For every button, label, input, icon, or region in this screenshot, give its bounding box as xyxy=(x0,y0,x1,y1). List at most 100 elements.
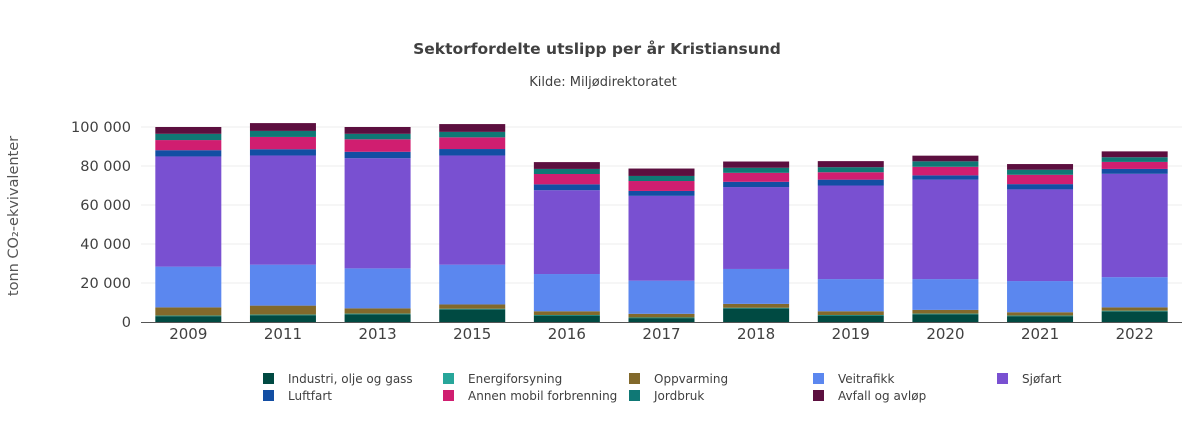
bar-segment[interactable] xyxy=(533,173,600,185)
bar-segment[interactable] xyxy=(249,315,316,322)
bar-segment[interactable] xyxy=(155,133,222,141)
bar-segment[interactable] xyxy=(912,166,979,176)
bar-segment[interactable] xyxy=(817,161,884,168)
legend-item[interactable]: Industri, olje og gass xyxy=(263,372,413,386)
bar-segment[interactable] xyxy=(723,268,790,304)
bar-segment[interactable] xyxy=(817,311,884,315)
bar-segment[interactable] xyxy=(1101,173,1168,278)
bar-segment[interactable] xyxy=(439,155,506,265)
bar-segment[interactable] xyxy=(344,314,411,322)
bar-segment[interactable] xyxy=(439,131,506,138)
bar-segment[interactable] xyxy=(817,315,884,322)
bar-segment[interactable] xyxy=(628,313,695,318)
legend-item[interactable]: Jordbruk xyxy=(629,389,704,403)
bar-segment[interactable] xyxy=(628,175,695,182)
bar-segment[interactable] xyxy=(1101,168,1168,174)
bar-segment[interactable] xyxy=(533,184,600,191)
bar-segment[interactable] xyxy=(533,168,600,174)
bar-segment[interactable] xyxy=(1101,151,1168,158)
legend-item[interactable]: Energiforsyning xyxy=(443,372,562,386)
bar-segment[interactable] xyxy=(817,185,884,280)
bar-segment[interactable] xyxy=(249,136,316,150)
bar-segment[interactable] xyxy=(628,181,695,191)
legend-item[interactable]: Veitrafikk xyxy=(813,372,894,386)
bar-segment[interactable] xyxy=(628,317,695,319)
bar-segment[interactable] xyxy=(1007,174,1074,185)
bar-segment[interactable] xyxy=(439,264,506,305)
bar-segment[interactable] xyxy=(249,123,316,131)
bar-segment[interactable] xyxy=(155,150,222,157)
bar-segment[interactable] xyxy=(439,309,506,322)
bar-segment[interactable] xyxy=(533,315,600,322)
legend-item[interactable]: Annen mobil forbrenning xyxy=(443,389,617,403)
bar-segment[interactable] xyxy=(249,149,316,156)
bar-segment[interactable] xyxy=(155,140,222,151)
bar-segment[interactable] xyxy=(155,266,222,308)
legend-item[interactable]: Luftfart xyxy=(263,389,332,403)
bar-segment[interactable] xyxy=(1101,311,1168,322)
bar-segment[interactable] xyxy=(344,139,411,152)
bar-segment[interactable] xyxy=(1007,164,1074,170)
bar-segment[interactable] xyxy=(344,151,411,159)
bar-segment[interactable] xyxy=(628,168,695,176)
bar-segment[interactable] xyxy=(1101,161,1168,169)
bar-segment[interactable] xyxy=(1007,312,1074,316)
bar-segment[interactable] xyxy=(723,187,790,269)
bar-segment[interactable] xyxy=(817,279,884,312)
legend-item[interactable]: Avfall og avløp xyxy=(813,389,926,403)
legend-item[interactable]: Oppvarming xyxy=(629,372,728,386)
bar-segment[interactable] xyxy=(533,314,600,316)
bar-segment[interactable] xyxy=(912,175,979,180)
bar-segment[interactable] xyxy=(439,124,506,132)
bar-segment[interactable] xyxy=(723,172,790,182)
bar-segment[interactable] xyxy=(1101,307,1168,311)
bar-segment[interactable] xyxy=(1007,169,1074,175)
bar-segment[interactable] xyxy=(249,130,316,137)
bar-segment[interactable] xyxy=(912,179,979,280)
bar-segment[interactable] xyxy=(628,195,695,281)
bar-segment[interactable] xyxy=(439,308,506,310)
bar-segment[interactable] xyxy=(344,308,411,314)
bar-segment[interactable] xyxy=(817,314,884,316)
bar-segment[interactable] xyxy=(628,280,695,314)
bar-segment[interactable] xyxy=(155,127,222,134)
bar-segment[interactable] xyxy=(155,307,222,316)
bar-segment[interactable] xyxy=(817,167,884,173)
bar-segment[interactable] xyxy=(344,127,411,134)
bar-segment[interactable] xyxy=(533,274,600,312)
bar-segment[interactable] xyxy=(912,279,979,310)
bar-segment[interactable] xyxy=(439,304,506,309)
bar-segment[interactable] xyxy=(439,149,506,156)
bar-segment[interactable] xyxy=(1007,316,1074,322)
bar-segment[interactable] xyxy=(533,190,600,275)
bar-segment[interactable] xyxy=(817,179,884,186)
bar-segment[interactable] xyxy=(344,268,411,309)
bar-segment[interactable] xyxy=(1101,310,1168,312)
bar-segment[interactable] xyxy=(249,155,316,265)
bar-segment[interactable] xyxy=(344,158,411,269)
bar-segment[interactable] xyxy=(439,137,506,150)
bar-segment[interactable] xyxy=(249,305,316,315)
bar-segment[interactable] xyxy=(912,309,979,314)
bar-segment[interactable] xyxy=(723,308,790,322)
bar-segment[interactable] xyxy=(155,156,222,267)
bar-segment[interactable] xyxy=(533,311,600,315)
bar-segment[interactable] xyxy=(912,313,979,315)
bar-segment[interactable] xyxy=(912,155,979,162)
bar-segment[interactable] xyxy=(533,162,600,169)
bar-segment[interactable] xyxy=(1007,189,1074,282)
bar-segment[interactable] xyxy=(1007,184,1074,190)
bar-segment[interactable] xyxy=(628,318,695,322)
bar-segment[interactable] xyxy=(628,190,695,196)
bar-segment[interactable] xyxy=(1007,315,1074,317)
bar-segment[interactable] xyxy=(344,133,411,140)
bar-segment[interactable] xyxy=(817,172,884,180)
bar-segment[interactable] xyxy=(249,264,316,306)
bar-segment[interactable] xyxy=(155,316,222,322)
legend-item[interactable]: Sjøfart xyxy=(997,372,1062,386)
bar-segment[interactable] xyxy=(912,161,979,167)
bar-segment[interactable] xyxy=(1101,157,1168,162)
bar-segment[interactable] xyxy=(249,314,316,316)
bar-segment[interactable] xyxy=(723,167,790,173)
bar-segment[interactable] xyxy=(1007,281,1074,313)
